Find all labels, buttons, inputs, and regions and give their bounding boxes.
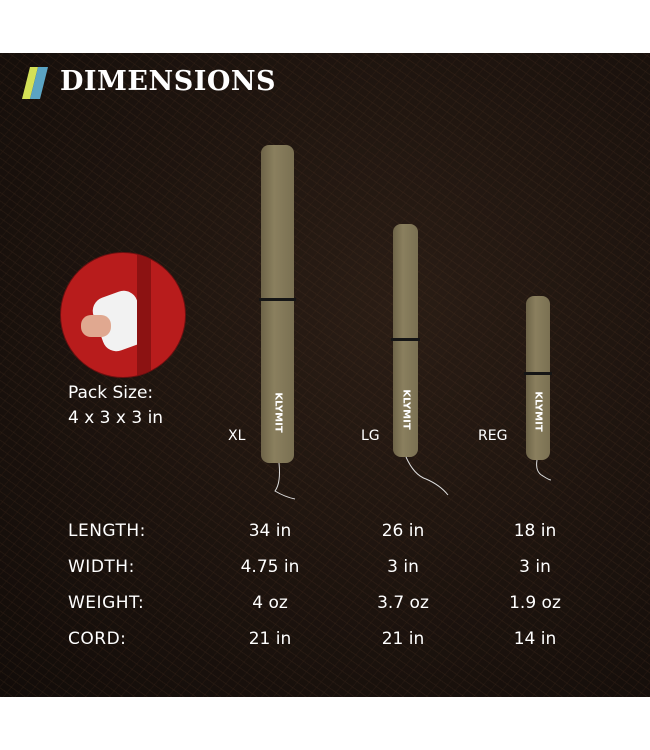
cell: 1.9 oz	[509, 593, 561, 613]
pack-size-label: Pack Size:	[68, 383, 154, 403]
cell: 18 in	[513, 521, 557, 541]
row-label: CORD:	[68, 629, 127, 649]
cell: 14 in	[513, 629, 557, 649]
pillow-xl: KLYMIT	[259, 145, 296, 463]
row-label: LENGTH:	[68, 521, 146, 541]
row-label: WIDTH:	[68, 557, 135, 577]
row-label: WEIGHT:	[68, 593, 145, 613]
page-title: DIMENSIONS	[60, 66, 277, 97]
pillow-reg: KLYMIT	[524, 296, 552, 460]
cell: 21 in	[381, 629, 425, 649]
pillow-lg: KLYMIT	[391, 224, 420, 457]
pack-size-value: 4 x 3 x 3 in	[68, 408, 164, 428]
cell: 3 in	[519, 557, 551, 577]
size-label-lg: LG	[361, 428, 380, 444]
cell: 21 in	[248, 629, 292, 649]
cell: 4.75 in	[240, 557, 300, 577]
cell: 26 in	[381, 521, 425, 541]
pack-size-photo	[60, 252, 186, 378]
brand-slash-icon	[22, 67, 48, 99]
size-label-xl: XL	[228, 428, 246, 444]
size-label-reg: REG	[478, 428, 508, 444]
cell: 34 in	[248, 521, 292, 541]
cell: 3 in	[387, 557, 419, 577]
cell: 3.7 oz	[377, 593, 429, 613]
cell: 4 oz	[252, 593, 288, 613]
